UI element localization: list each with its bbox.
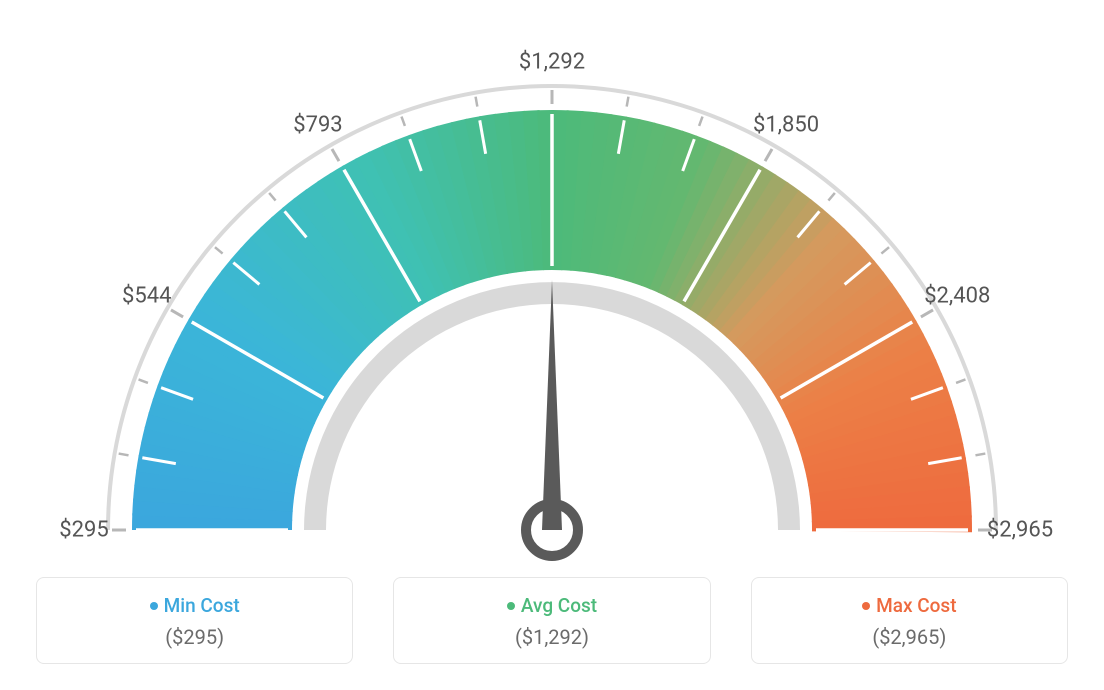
legend-value-max: ($2,965): [764, 625, 1055, 649]
legend-card-min: Min Cost ($295): [36, 577, 353, 664]
gauge-tick-label: $2,965: [987, 518, 1053, 543]
legend-label-avg: Avg Cost: [521, 594, 597, 617]
legend-card-avg: Avg Cost ($1,292): [393, 577, 710, 664]
legend-label-max: Max Cost: [876, 594, 956, 617]
legend-dot-avg: [507, 602, 515, 610]
legend-title-avg: Avg Cost: [507, 594, 597, 617]
legend-title-min: Min Cost: [150, 594, 240, 617]
gauge-tick-label: $2,408: [924, 283, 990, 308]
legend-value-min: ($295): [49, 625, 340, 649]
gauge-tick-label: $793: [293, 112, 342, 137]
legend-label-min: Min Cost: [164, 594, 240, 617]
gauge-tick-label: $1,850: [753, 112, 819, 137]
legend-row: Min Cost ($295) Avg Cost ($1,292) Max Co…: [0, 577, 1104, 664]
legend-dot-max: [862, 602, 870, 610]
gauge-tick-label: $1,292: [519, 50, 585, 75]
legend-value-avg: ($1,292): [406, 625, 697, 649]
gauge-tick-label: $544: [122, 283, 171, 308]
cost-gauge-chart: $295 $544 $793 $1,292 $1,850 $2,408 $2,965: [0, 10, 1104, 570]
legend-card-max: Max Cost ($2,965): [751, 577, 1068, 664]
legend-title-max: Max Cost: [862, 594, 956, 617]
gauge-tick-label: $295: [59, 518, 108, 543]
legend-dot-min: [150, 602, 158, 610]
